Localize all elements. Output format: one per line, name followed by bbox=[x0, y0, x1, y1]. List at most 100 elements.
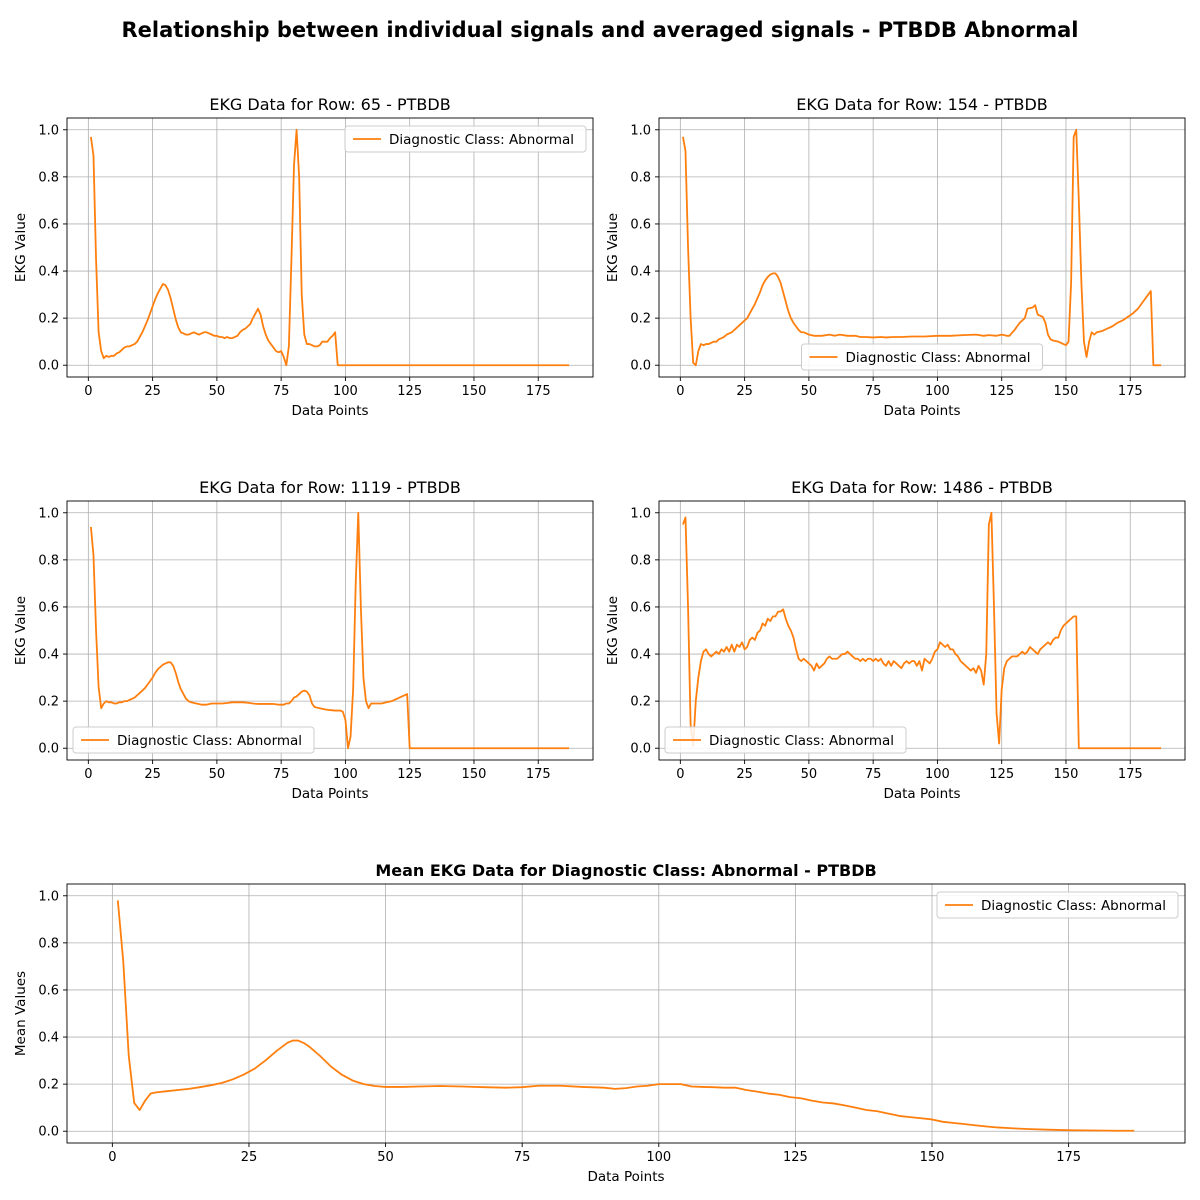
series-line bbox=[90, 128, 570, 367]
axes-frame bbox=[658, 500, 1186, 761]
y-tick-label: 0.2 bbox=[38, 695, 59, 710]
y-tick-label: 0.2 bbox=[630, 312, 651, 327]
x-tick-label: 75 bbox=[273, 767, 290, 782]
y-tick-label: 0.4 bbox=[630, 265, 651, 280]
chart-panel-4: 0 25 50 75 100 125 150 175 0.0 0.2 0.4 0.6 0.8 1.0 EKG… bbox=[605, 478, 1186, 802]
legend: Diagnostic Class: Abnormal bbox=[936, 891, 1179, 919]
x-tick-label: 0 bbox=[84, 767, 92, 782]
chart-panel-1: 0 25 50 75 100 125 150 175 0.0 0.2 0.4 0.6 0.8 1.0 EKG… bbox=[13, 95, 594, 419]
x-tick-label: 100 bbox=[333, 384, 358, 399]
axes-frame bbox=[66, 883, 1186, 1144]
x-tick-label: 75 bbox=[865, 767, 882, 782]
x-tick-label: 175 bbox=[526, 384, 551, 399]
x-tick-label: 25 bbox=[144, 767, 161, 782]
chart-title: EKG Data for Row: 154 - PTBDB bbox=[796, 95, 1048, 114]
series-line bbox=[90, 511, 570, 750]
y-tick-label: 0.4 bbox=[38, 648, 59, 663]
x-tick-label: 0 bbox=[676, 767, 684, 782]
axes-frame bbox=[66, 117, 594, 378]
y-tick-label: 0.0 bbox=[630, 359, 651, 374]
x-tick-label: 50 bbox=[377, 1150, 394, 1165]
x-tick-label: 175 bbox=[1118, 384, 1143, 399]
x-tick-label: 125 bbox=[783, 1150, 808, 1165]
series-line bbox=[116, 900, 1135, 1132]
y-axis-label: Mean Values bbox=[13, 971, 29, 1056]
x-tick-label: 150 bbox=[920, 1150, 945, 1165]
y-tick-label: 0.6 bbox=[630, 217, 651, 232]
axes-frame bbox=[658, 117, 1186, 378]
y-tick-label: 0.8 bbox=[38, 936, 59, 951]
chart-panel-2: 0 25 50 75 100 125 150 175 0.0 0.2 0.4 0.6 0.8 1.0 EKG… bbox=[605, 95, 1186, 419]
legend-box bbox=[664, 726, 907, 754]
chart-title: EKG Data for Row: 1119 - PTBDB bbox=[199, 478, 461, 497]
y-tick-label: 0.2 bbox=[38, 312, 59, 327]
x-tick-label: 100 bbox=[333, 767, 358, 782]
x-tick-label: 50 bbox=[801, 384, 818, 399]
y-tick-label: 0.4 bbox=[38, 265, 59, 280]
x-tick-label: 0 bbox=[108, 1150, 116, 1165]
chart-title: EKG Data for Row: 65 - PTBDB bbox=[209, 95, 450, 114]
y-tick-label: 1.0 bbox=[38, 123, 59, 138]
x-tick-label: 150 bbox=[462, 767, 487, 782]
y-tick-label: 0.4 bbox=[38, 1031, 59, 1046]
series-line bbox=[682, 128, 1162, 367]
x-tick-label: 75 bbox=[865, 384, 882, 399]
figure-suptitle: Relationship between individual signals … bbox=[121, 18, 1079, 42]
chart-title: EKG Data for Row: 1486 - PTBDB bbox=[791, 478, 1053, 497]
y-tick-label: 0.8 bbox=[630, 553, 651, 568]
x-tick-label: 125 bbox=[397, 767, 422, 782]
legend: Diagnostic Class: Abnormal bbox=[801, 343, 1043, 371]
y-tick-label: 0.8 bbox=[630, 170, 651, 185]
y-tick-label: 1.0 bbox=[38, 506, 59, 521]
y-tick-label: 0.0 bbox=[38, 359, 59, 374]
x-tick-label: 125 bbox=[989, 384, 1014, 399]
x-tick-label: 0 bbox=[84, 384, 92, 399]
y-tick-label: 0.8 bbox=[38, 170, 59, 185]
y-tick-label: 0.0 bbox=[630, 742, 651, 757]
x-axis-label: Data Points bbox=[291, 786, 368, 802]
chart-title: Mean EKG Data for Diagnostic Class: Abno… bbox=[375, 861, 876, 880]
chart-panel-3: 0 25 50 75 100 125 150 175 0.0 0.2 0.4 0.6 0.8 1.0 EKG… bbox=[13, 478, 594, 802]
legend-box bbox=[344, 125, 587, 153]
y-tick-label: 0.2 bbox=[38, 1078, 59, 1093]
x-tick-label: 75 bbox=[514, 1150, 531, 1165]
legend-label: Diagnostic Class: Abnormal bbox=[117, 733, 302, 749]
legend-label: Diagnostic Class: Abnormal bbox=[389, 132, 574, 148]
x-tick-label: 125 bbox=[397, 384, 422, 399]
y-tick-label: 0.0 bbox=[38, 742, 59, 757]
x-tick-label: 150 bbox=[1054, 767, 1079, 782]
y-tick-label: 0.8 bbox=[38, 553, 59, 568]
y-tick-label: 0.6 bbox=[38, 217, 59, 232]
x-tick-label: 175 bbox=[526, 767, 551, 782]
x-tick-label: 50 bbox=[801, 767, 818, 782]
x-tick-label: 50 bbox=[209, 384, 226, 399]
legend-box bbox=[936, 891, 1179, 919]
x-tick-label: 50 bbox=[209, 767, 226, 782]
legend: Diagnostic Class: Abnormal bbox=[344, 125, 587, 153]
legend-box bbox=[801, 343, 1043, 371]
legend-label: Diagnostic Class: Abnormal bbox=[981, 898, 1166, 914]
x-axis-label: Data Points bbox=[587, 1169, 664, 1185]
x-axis-label: Data Points bbox=[291, 403, 368, 419]
chart-panel-5: 0 25 50 75 100 125 150 175 0.0 0.2 0.4 0.6 0.8 1.0 Mea… bbox=[13, 861, 1186, 1185]
x-axis-label: Data Points bbox=[883, 786, 960, 802]
y-tick-label: 0.6 bbox=[630, 600, 651, 615]
y-tick-label: 1.0 bbox=[630, 123, 651, 138]
y-axis-label: EKG Value bbox=[605, 213, 621, 282]
axes-frame bbox=[66, 500, 594, 761]
x-tick-label: 150 bbox=[1054, 384, 1079, 399]
x-tick-label: 175 bbox=[1118, 767, 1143, 782]
y-tick-label: 0.6 bbox=[38, 600, 59, 615]
y-tick-label: 0.4 bbox=[630, 648, 651, 663]
x-tick-label: 100 bbox=[646, 1150, 671, 1165]
legend-label: Diagnostic Class: Abnormal bbox=[846, 350, 1031, 366]
legend: Diagnostic Class: Abnormal bbox=[72, 726, 315, 754]
y-tick-label: 0.2 bbox=[630, 695, 651, 710]
y-tick-label: 1.0 bbox=[630, 506, 651, 521]
y-tick-label: 1.0 bbox=[38, 889, 59, 904]
x-tick-label: 25 bbox=[241, 1150, 258, 1165]
legend-label: Diagnostic Class: Abnormal bbox=[709, 733, 894, 749]
x-tick-label: 175 bbox=[1056, 1150, 1081, 1165]
